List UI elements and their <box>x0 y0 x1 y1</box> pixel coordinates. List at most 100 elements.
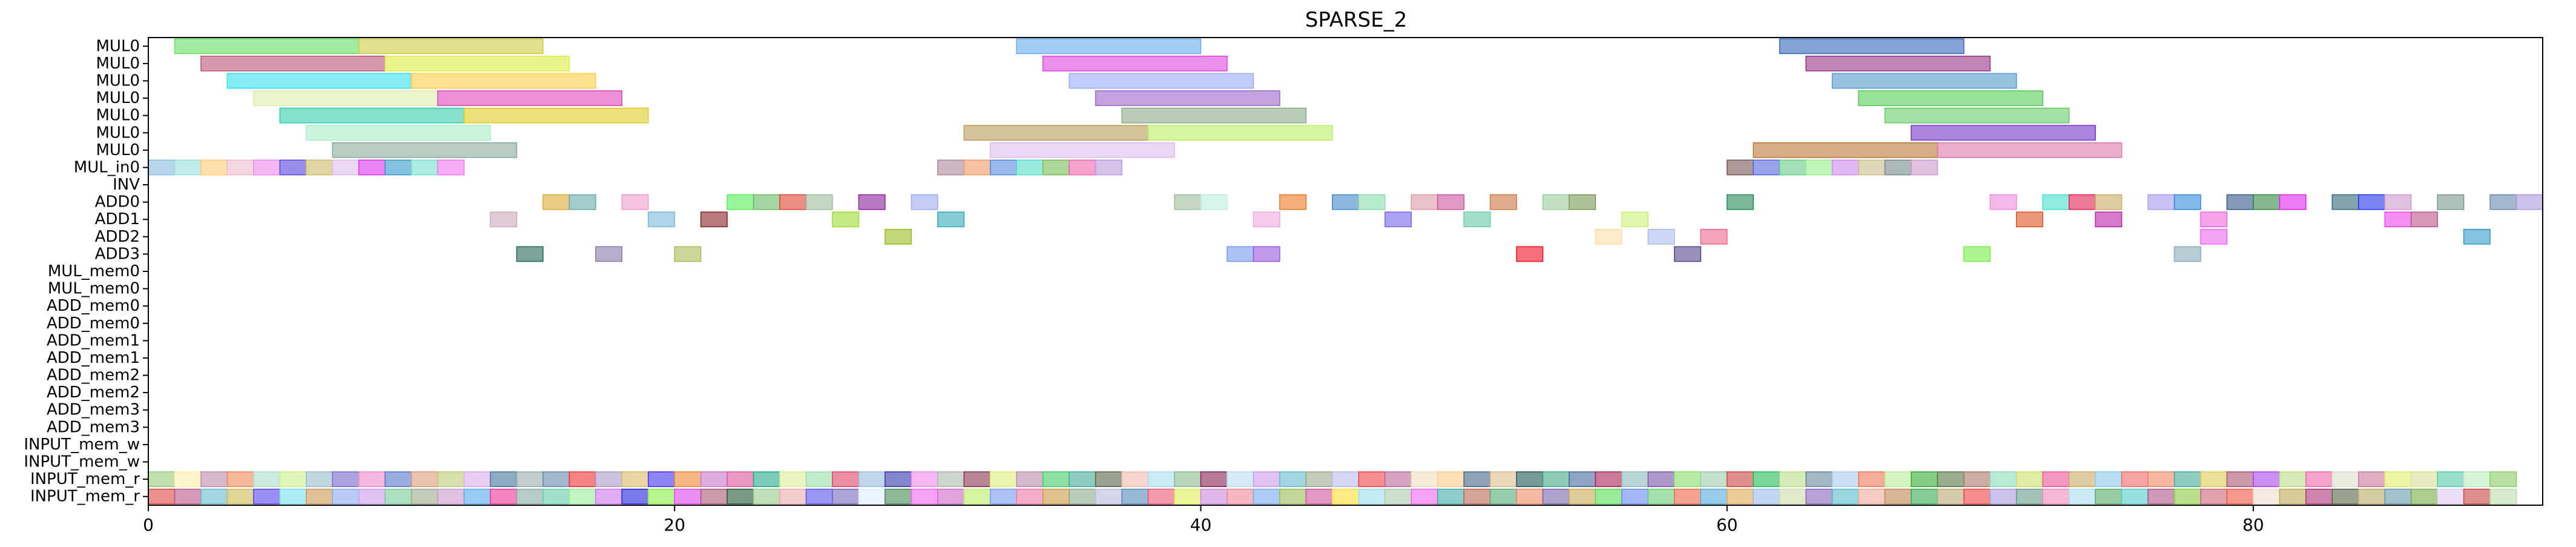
task-bar <box>1831 488 1859 505</box>
task-bar <box>2121 471 2149 488</box>
task-bar <box>1595 471 1622 488</box>
task-bar <box>1595 228 1622 245</box>
task-bar <box>1858 471 1886 488</box>
task-bar <box>2200 471 2228 488</box>
task-bar <box>568 488 596 505</box>
task-bar <box>1489 194 1517 210</box>
task-bar <box>174 38 360 55</box>
task-bar <box>1674 246 1701 262</box>
task-bar <box>1069 73 1254 89</box>
task-bar <box>2515 194 2543 210</box>
task-bar <box>2068 194 2096 210</box>
task-bar <box>990 142 1175 158</box>
task-bar <box>726 194 754 210</box>
task-bar <box>1463 488 1491 505</box>
task-bar <box>410 488 438 505</box>
task-bar <box>1805 55 1991 71</box>
task-bar <box>753 488 780 505</box>
task-bar <box>1989 194 2017 210</box>
task-bar <box>779 488 807 505</box>
task-bar <box>1121 471 1149 488</box>
y-tick-label: ADD0 <box>95 193 140 211</box>
task-bar <box>542 488 570 505</box>
task-bar <box>1884 159 1912 176</box>
task-bar <box>2463 228 2491 245</box>
task-bar <box>1858 488 1886 505</box>
task-bar <box>253 159 281 176</box>
task-bar <box>463 488 491 505</box>
y-tick-label: INPUT_mem_r <box>30 488 140 506</box>
y-tick-label: INPUT_mem_r <box>30 470 140 488</box>
task-bar <box>2463 488 2491 505</box>
task-bar <box>253 471 281 488</box>
y-tick-label: MUL0 <box>96 37 140 55</box>
y-tick-label: ADD_mem0 <box>47 297 140 315</box>
task-bar <box>306 159 333 176</box>
y-tick-label: INV <box>113 176 140 194</box>
task-bar <box>1042 159 1070 176</box>
task-bar <box>1253 471 1280 488</box>
task-bar <box>358 488 386 505</box>
task-bar <box>1227 246 1254 262</box>
task-bar <box>279 107 465 124</box>
task-bar <box>306 125 491 141</box>
task-bar <box>1016 471 1044 488</box>
task-bar <box>437 90 623 106</box>
task-bar <box>2042 488 2070 505</box>
task-bar <box>1437 488 1464 505</box>
task-bar <box>200 55 386 71</box>
y-tick-label: ADD_mem0 <box>47 314 140 333</box>
task-bar <box>1332 194 1359 210</box>
task-bar <box>1147 488 1175 505</box>
task-bar <box>226 471 254 488</box>
task-bar <box>2410 488 2438 505</box>
x-tick-label: 60 <box>1716 515 1738 535</box>
task-bar <box>200 471 228 488</box>
task-bar <box>1174 488 1202 505</box>
y-tick-label: ADD3 <box>95 245 140 263</box>
task-bar <box>1253 246 1280 262</box>
task-bar <box>358 38 544 55</box>
task-bar <box>911 488 938 505</box>
task-bar <box>2226 471 2254 488</box>
task-bar <box>805 471 833 488</box>
task-bar <box>1963 471 1991 488</box>
task-bar <box>1595 488 1622 505</box>
task-bar <box>148 159 176 176</box>
task-bar <box>1911 159 1939 176</box>
task-bar <box>1279 471 1307 488</box>
task-bar <box>700 211 728 228</box>
task-bar <box>568 471 596 488</box>
task-bar <box>2463 471 2491 488</box>
task-bar <box>1753 142 1939 158</box>
task-bar <box>1095 488 1122 505</box>
task-bar <box>2226 194 2254 210</box>
task-bar <box>1332 471 1359 488</box>
y-tick-label: ADD2 <box>95 228 140 246</box>
x-tick-label: 0 <box>143 515 154 535</box>
task-bar <box>200 488 228 505</box>
task-bar <box>1227 488 1254 505</box>
task-bar <box>753 471 780 488</box>
task-bar <box>2200 228 2228 245</box>
task-bar <box>2200 488 2228 505</box>
task-bar <box>1069 159 1096 176</box>
task-bar <box>1279 194 1307 210</box>
task-bar <box>2121 488 2149 505</box>
task-bar <box>1305 471 1333 488</box>
task-bar <box>2068 471 2096 488</box>
y-tick-label: ADD_mem3 <box>47 418 140 436</box>
task-bar <box>963 159 991 176</box>
task-bar <box>884 488 912 505</box>
task-bar <box>410 471 438 488</box>
task-bar <box>1884 107 2070 124</box>
task-bar <box>1700 228 1728 245</box>
task-bar <box>384 471 412 488</box>
task-bar <box>1831 73 2017 89</box>
task-bar <box>858 194 886 210</box>
task-bar <box>963 488 991 505</box>
task-bar <box>2384 471 2412 488</box>
task-bar <box>358 159 386 176</box>
task-bar <box>2068 488 2096 505</box>
task-bar <box>1753 471 1780 488</box>
